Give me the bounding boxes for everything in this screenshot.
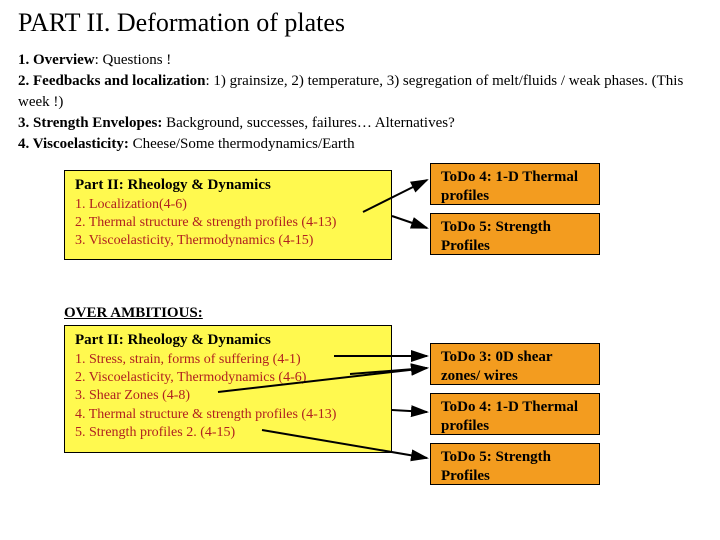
outline-3-text: Background, successes, failures… Alterna… <box>162 115 454 131</box>
todo-5-strength-top-line1: ToDo 5: Strength <box>441 218 589 237</box>
outline-3-bold: 3. Strength Envelopes: <box>18 115 162 131</box>
todo-4-thermal-bottom-line1: ToDo 4: 1-D Thermal <box>441 398 589 417</box>
outline-4-text: Cheese/Some thermodynamics/Earth <box>129 136 355 152</box>
rheology-box-bottom-item-1: 1. Stress, strain, forms of suffering (4… <box>75 351 381 369</box>
outline-row-3: 3. Strength Envelopes: Background, succe… <box>18 113 698 133</box>
rheology-box-bottom: Part II: Rheology & Dynamics 1. Stress, … <box>64 325 392 453</box>
over-ambitious-label: OVER AMBITIOUS: <box>64 305 203 322</box>
rheology-box-top-item-3: 3. Viscoelasticity, Thermodynamics (4-15… <box>75 232 381 250</box>
page-title: PART II. Deformation of plates <box>18 8 345 38</box>
rheology-box-top-header: Part II: Rheology & Dynamics <box>75 177 381 194</box>
todo-5-strength-top: ToDo 5: Strength Profiles <box>430 213 600 255</box>
outline-2-bold: 2. Feedbacks and localization <box>18 73 206 89</box>
todo-4-thermal-top-line2: profiles <box>441 187 589 206</box>
todo-5-strength-bottom: ToDo 5: Strength Profiles <box>430 443 600 485</box>
arrow <box>392 410 427 412</box>
todo-3-shear-line2: zones/ wires <box>441 367 589 386</box>
todo-5-strength-top-line2: Profiles <box>441 237 589 256</box>
todo-5-strength-bottom-line2: Profiles <box>441 467 589 486</box>
outline-block: 1. Overview: Questions ! 2. Feedbacks an… <box>18 50 698 155</box>
outline-4-bold: 4. Viscoelasticity: <box>18 136 129 152</box>
outline-row-2: 2. Feedbacks and localization: 1) grains… <box>18 71 698 112</box>
todo-5-strength-bottom-line1: ToDo 5: Strength <box>441 448 589 467</box>
todo-4-thermal-top-line1: ToDo 4: 1-D Thermal <box>441 168 589 187</box>
rheology-box-top: Part II: Rheology & Dynamics 1. Localiza… <box>64 170 392 260</box>
todo-4-thermal-bottom-line2: profiles <box>441 417 589 436</box>
rheology-box-top-item-2: 2. Thermal structure & strength profiles… <box>75 214 381 232</box>
rheology-box-bottom-item-4: 4. Thermal structure & strength profiles… <box>75 406 381 424</box>
rheology-box-bottom-item-3: 3. Shear Zones (4-8) <box>75 387 381 405</box>
todo-4-thermal-bottom: ToDo 4: 1-D Thermal profiles <box>430 393 600 435</box>
outline-1-text: : Questions ! <box>95 52 172 68</box>
rheology-box-bottom-item-2: 2. Viscoelasticity, Thermodynamics (4-6) <box>75 369 381 387</box>
todo-4-thermal-top: ToDo 4: 1-D Thermal profiles <box>430 163 600 205</box>
outline-1-bold: 1. Overview <box>18 52 95 68</box>
rheology-box-top-item-1: 1. Localization(4-6) <box>75 196 381 214</box>
todo-3-shear-line1: ToDo 3: 0D shear <box>441 348 589 367</box>
outline-row-4: 4. Viscoelasticity: Cheese/Some thermody… <box>18 134 698 154</box>
todo-3-shear: ToDo 3: 0D shear zones/ wires <box>430 343 600 385</box>
rheology-box-bottom-header: Part II: Rheology & Dynamics <box>75 332 381 349</box>
rheology-box-bottom-item-5: 5. Strength profiles 2. (4-15) <box>75 424 381 442</box>
outline-row-1: 1. Overview: Questions ! <box>18 50 698 70</box>
arrow <box>392 216 427 228</box>
